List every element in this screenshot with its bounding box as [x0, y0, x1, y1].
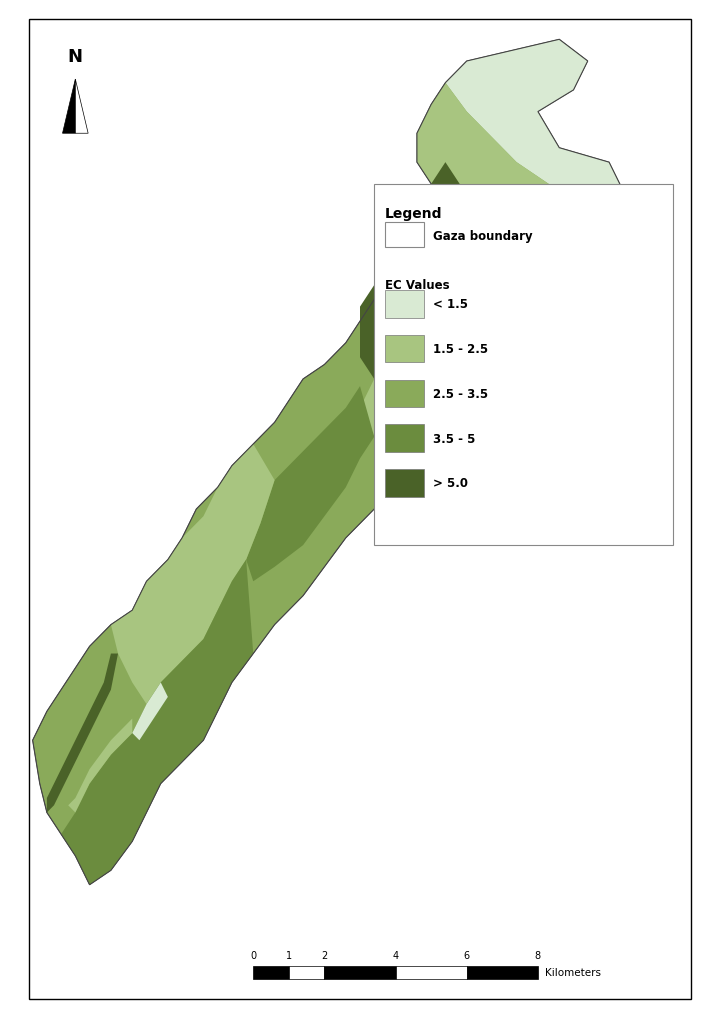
Polygon shape	[32, 41, 631, 884]
Text: 4: 4	[392, 950, 399, 960]
Text: EC Values: EC Values	[385, 278, 449, 291]
Bar	[385, 223, 424, 249]
Bar	[325, 966, 395, 978]
Text: 2.5 - 3.5: 2.5 - 3.5	[433, 387, 487, 400]
Bar	[374, 184, 673, 545]
Polygon shape	[395, 41, 631, 481]
Bar	[385, 470, 424, 497]
Polygon shape	[63, 79, 76, 135]
Polygon shape	[132, 683, 168, 741]
Polygon shape	[61, 560, 253, 884]
Text: Legend: Legend	[385, 206, 442, 220]
Text: < 1.5: < 1.5	[433, 298, 467, 311]
Text: 3.5 - 5: 3.5 - 5	[433, 432, 475, 445]
Polygon shape	[417, 163, 459, 235]
Text: 6: 6	[464, 950, 470, 960]
Text: N: N	[68, 48, 83, 65]
Polygon shape	[246, 387, 374, 582]
Bar	[395, 966, 467, 978]
Polygon shape	[76, 79, 88, 135]
Bar	[385, 335, 424, 363]
Polygon shape	[111, 444, 274, 704]
Polygon shape	[360, 84, 574, 466]
Polygon shape	[68, 718, 132, 813]
Text: 8: 8	[535, 950, 541, 960]
Bar	[253, 966, 289, 978]
Text: 2: 2	[321, 950, 328, 960]
Bar	[467, 966, 538, 978]
Polygon shape	[47, 654, 118, 813]
Text: 1: 1	[286, 950, 292, 960]
Bar	[385, 380, 424, 408]
Bar	[385, 425, 424, 452]
Text: 1.5 - 2.5: 1.5 - 2.5	[433, 342, 487, 356]
Text: 0: 0	[250, 950, 256, 960]
Text: Gaza boundary: Gaza boundary	[433, 230, 532, 244]
Polygon shape	[360, 278, 395, 379]
Text: Kilometers: Kilometers	[545, 967, 601, 977]
Text: > 5.0: > 5.0	[433, 477, 467, 490]
Bar	[385, 290, 424, 318]
Bar	[289, 966, 325, 978]
